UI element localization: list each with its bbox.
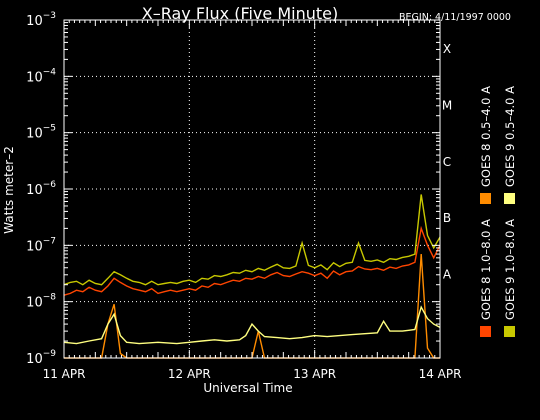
legend-swatch [480,193,491,204]
y-tick-label: 10−6 [26,180,56,198]
y-tick-label: 10−3 [26,11,56,29]
flare-class-label: X [443,42,451,56]
y-tick-label: 10−8 [26,293,56,311]
x-tick-label: 11 APR [43,367,86,381]
series-line-4 [63,305,441,345]
x-tick-label: 14 APR [419,367,462,381]
legend: GOES 8 1.0–8.0 A GOES 8 0.5–4.0 A GOES 9 1… [479,86,517,337]
legend-label: GOES 8 1.0–8.0 A [479,219,493,320]
begin-date-label: BEGIN: 4/11/1997 0000 [399,12,511,23]
y-tick-label: 10−9 [26,349,56,367]
flare-class-label: B [443,211,451,225]
flare-class-label: M [442,99,452,113]
legend-swatch [504,326,515,337]
series-line-1 [63,225,441,296]
legend-swatch [504,193,515,204]
chart-title: X–Ray Flux (Five Minute) [142,4,338,23]
flare-class-label: C [443,155,451,169]
x-axis-label: Universal Time [203,381,292,395]
x-tick-label: 13 APR [293,367,336,381]
series-line-3 [63,194,441,286]
y-tick-label: 10−4 [26,67,56,85]
y-tick-label: 10−5 [26,124,56,142]
y-axis-label: Watts meter–2 [2,146,16,234]
plot-area: 10−9 10−8 10−7 10−6 10−5 10−4 10−3 11 APR 12 APR… [26,11,461,381]
y-tick-label: 10−7 [26,236,56,254]
legend-label: GOES 8 0.5–4.0 A [479,86,493,187]
legend-label: GOES 9 1.0–8.0 A [503,219,517,320]
flare-class-label: A [443,268,452,282]
legend-swatch [480,326,491,337]
x-tick-label: 12 APR [168,367,211,381]
legend-label: GOES 9 0.5–4.0 A [503,86,517,187]
